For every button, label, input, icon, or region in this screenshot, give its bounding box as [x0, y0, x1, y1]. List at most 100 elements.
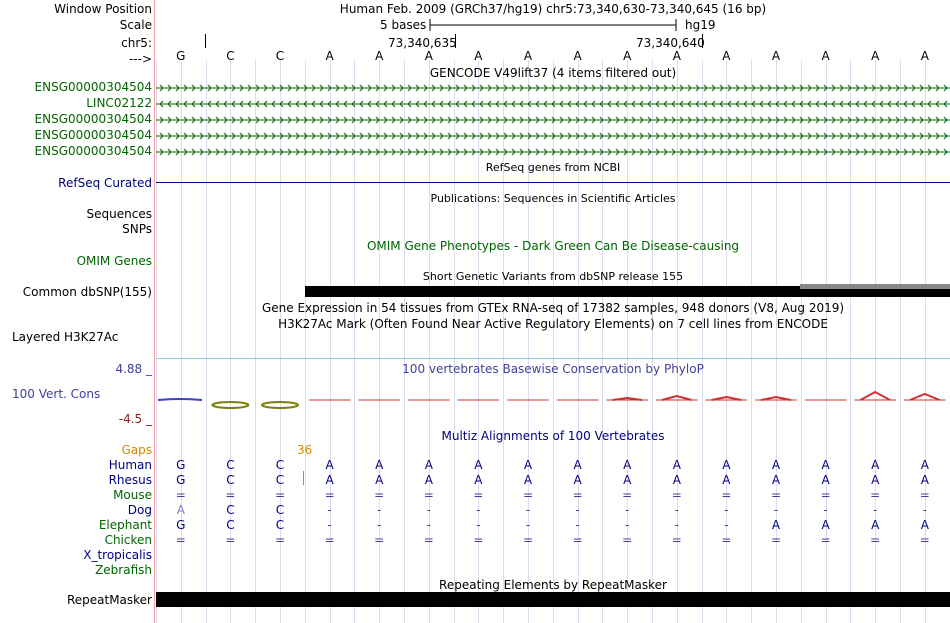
- multiz-base: A: [821, 518, 830, 532]
- multiz-base: =: [522, 488, 534, 502]
- snps-label[interactable]: SNPs: [122, 222, 152, 236]
- multiz-base: A: [623, 458, 632, 472]
- multiz-base: C: [275, 473, 285, 487]
- multiz-base: =: [770, 533, 782, 547]
- h3k27ac-divider: [156, 358, 950, 359]
- multiz-base: A: [176, 503, 185, 517]
- multiz-base: C: [275, 503, 285, 517]
- repeatmasker-title: Repeating Elements by RepeatMasker: [439, 578, 667, 592]
- gencode-track-line[interactable]: [156, 131, 950, 141]
- repeatmasker-bar[interactable]: [156, 592, 950, 607]
- gencode-track-line[interactable]: [156, 115, 950, 125]
- gaps-label: Gaps: [121, 443, 152, 457]
- multiz-base: =: [324, 533, 335, 547]
- multiz-base: =: [374, 488, 385, 502]
- multiz-species-label[interactable]: Dog: [127, 503, 152, 517]
- multiz-base: =: [820, 488, 831, 502]
- multiz-base: A: [722, 458, 731, 472]
- multiz-base: =: [870, 488, 881, 502]
- sequence-base: G: [176, 49, 186, 63]
- multiz-base: A: [573, 458, 582, 472]
- multiz-species-label[interactable]: X_tropicalis: [83, 548, 152, 562]
- multiz-base: A: [623, 473, 632, 487]
- multiz-base: A: [375, 473, 384, 487]
- multiz-base: =: [274, 488, 286, 502]
- multiz-base: A: [325, 473, 334, 487]
- sequence-base: A: [672, 49, 681, 63]
- gencode-track-label[interactable]: ENSG00000304504: [34, 112, 152, 126]
- multiz-base: -: [873, 503, 878, 517]
- gencode-track-label[interactable]: ENSG00000304504: [34, 144, 152, 158]
- multiz-base: =: [820, 533, 831, 547]
- sequence-base: A: [821, 49, 830, 63]
- multiz-base: G: [176, 518, 186, 532]
- multiz-base: -: [674, 518, 679, 532]
- multiz-base: C: [226, 518, 235, 532]
- multiz-base: =: [572, 488, 583, 502]
- multiz-base: -: [823, 503, 828, 517]
- multiz-species-label[interactable]: Mouse: [113, 488, 152, 502]
- multiz-species-label[interactable]: Elephant: [98, 518, 152, 532]
- phylop-graph: [157, 390, 946, 409]
- multiz-base: =: [671, 533, 682, 547]
- phylop-max-label: 4.88 _: [115, 362, 152, 376]
- multiz-base: G: [176, 473, 186, 487]
- multiz-base: -: [377, 503, 382, 517]
- sequence-base: A: [871, 49, 880, 63]
- gencode-title: GENCODE V49lift37 (4 items filtered out): [429, 66, 677, 80]
- multiz-base: -: [724, 503, 729, 517]
- multiz-base: =: [423, 533, 434, 547]
- multiz-base: -: [426, 503, 431, 517]
- multiz-base: A: [424, 473, 433, 487]
- sequences-label[interactable]: Sequences: [86, 207, 152, 221]
- multiz-base: =: [473, 488, 484, 502]
- repeatmasker-label[interactable]: RepeatMasker: [66, 593, 152, 607]
- multiz-species-label[interactable]: Rhesus: [108, 473, 152, 487]
- multiz-base: -: [525, 503, 531, 517]
- multiz-base: -: [377, 518, 382, 532]
- multiz-base: A: [771, 518, 781, 532]
- gencode-track-line[interactable]: [156, 147, 950, 157]
- multiz-species-label[interactable]: Human: [108, 458, 152, 472]
- multiz-base: =: [473, 533, 484, 547]
- multiz-base: A: [573, 473, 582, 487]
- tick-label-2: 73,340,640: [636, 36, 705, 50]
- refseq-label[interactable]: RefSeq Curated: [58, 176, 152, 190]
- gap-count: 36: [297, 443, 313, 457]
- multiz-base: C: [226, 473, 235, 487]
- multiz-base: A: [672, 458, 681, 472]
- sequence-base: A: [722, 49, 731, 63]
- multiz-base: -: [922, 503, 927, 517]
- phylop-label[interactable]: 100 Vert. Cons: [12, 387, 101, 401]
- gencode-track-label[interactable]: ENSG00000304504: [34, 80, 152, 94]
- multiz-base: A: [672, 473, 681, 487]
- sequence-base: A: [474, 49, 483, 63]
- multiz-base: =: [870, 533, 881, 547]
- multiz-base: -: [625, 503, 630, 517]
- multiz-base: =: [175, 533, 186, 547]
- multiz-species-label[interactable]: Chicken: [104, 533, 152, 547]
- sequence-base: A: [424, 49, 433, 63]
- multiz-species-label[interactable]: Zebrafish: [95, 563, 152, 577]
- multiz-base: G: [176, 458, 186, 472]
- dbsnp-bar[interactable]: [305, 286, 950, 297]
- dbsnp-label[interactable]: Common dbSNP(155): [22, 285, 152, 299]
- gencode-track-label[interactable]: ENSG00000304504: [34, 128, 152, 142]
- chrom-label: chr5:: [121, 36, 152, 50]
- gencode-track-label[interactable]: LINC02122: [86, 96, 152, 110]
- refseq-title: RefSeq genes from NCBI: [485, 161, 621, 174]
- scale-text: 5 bases: [380, 18, 427, 32]
- dbsnp-bar-gray[interactable]: [800, 284, 950, 289]
- omim-label[interactable]: OMIM Genes: [76, 254, 152, 268]
- position-text: Human Feb. 2009 (GRCh37/hg19) chr5:73,34…: [339, 2, 767, 16]
- multiz-base: =: [721, 533, 732, 547]
- gencode-track-line[interactable]: [156, 99, 950, 109]
- multiz-base: -: [525, 518, 531, 532]
- gencode-track-line[interactable]: [156, 83, 950, 93]
- multiz-base: A: [871, 473, 880, 487]
- h3k27ac-label[interactable]: Layered H3K27Ac: [12, 330, 119, 344]
- refseq-line: [156, 182, 950, 183]
- multiz-base: -: [476, 518, 481, 532]
- multiz-base: -: [773, 503, 779, 517]
- multiz-base: -: [674, 503, 679, 517]
